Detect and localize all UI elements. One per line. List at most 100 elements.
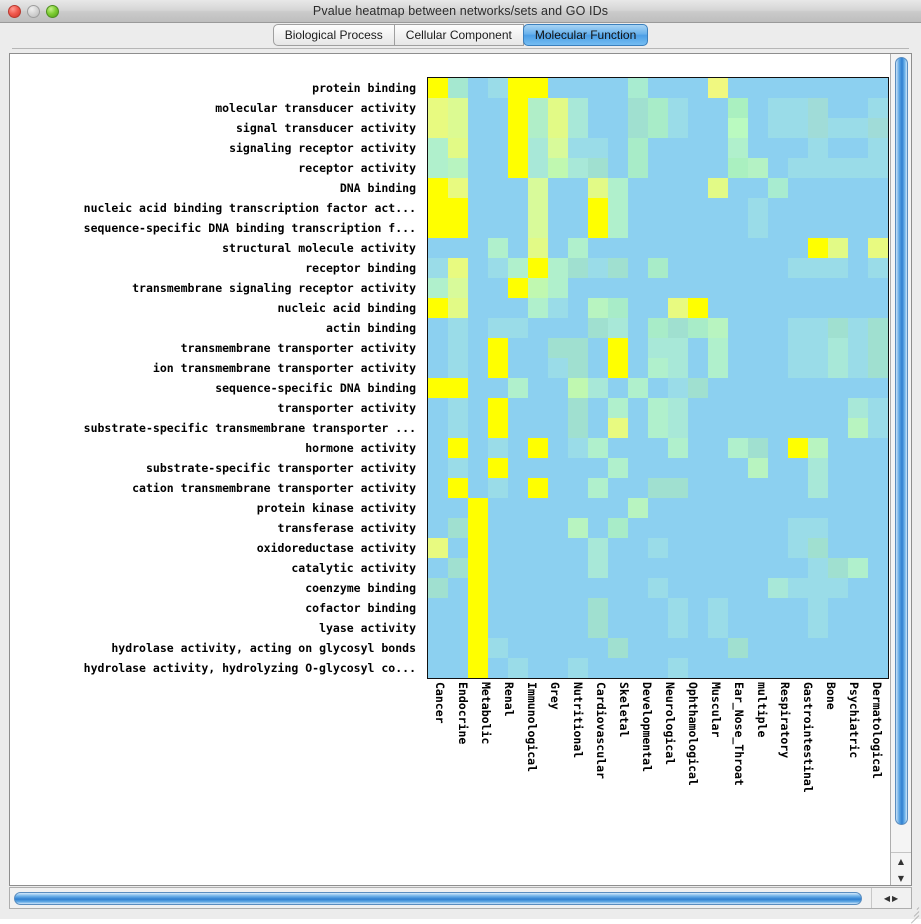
heatmap-cell[interactable] [668,318,688,338]
heatmap-cell[interactable] [708,658,728,678]
heatmap-cell[interactable] [468,98,488,118]
heatmap-cell[interactable] [828,178,848,198]
heatmap-cell[interactable] [448,338,468,358]
heatmap-cell[interactable] [628,378,648,398]
heatmap-cell[interactable] [548,78,568,98]
heatmap-cell[interactable] [688,658,708,678]
heatmap-cell[interactable] [448,238,468,258]
heatmap-cell[interactable] [868,538,888,558]
heatmap-cell[interactable] [688,218,708,238]
heatmap-cell[interactable] [448,638,468,658]
heatmap-cell[interactable] [708,238,728,258]
heatmap-cell[interactable] [828,618,848,638]
heatmap-cell[interactable] [568,638,588,658]
heatmap-cell[interactable] [608,218,628,238]
heatmap-cell[interactable] [428,578,448,598]
heatmap-cell[interactable] [448,318,468,338]
heatmap-cell[interactable] [688,498,708,518]
heatmap-cell[interactable] [428,158,448,178]
heatmap-cell[interactable] [768,358,788,378]
heatmap-cell[interactable] [448,378,468,398]
heatmap-cell[interactable] [808,258,828,278]
heatmap-cell[interactable] [748,298,768,318]
heatmap-cell[interactable] [748,138,768,158]
heatmap-cell[interactable] [468,478,488,498]
heatmap-cell[interactable] [448,358,468,378]
heatmap-cell[interactable] [448,618,468,638]
heatmap-cell[interactable] [608,118,628,138]
heatmap-cell[interactable] [848,338,868,358]
heatmap-cell[interactable] [748,158,768,178]
heatmap-cell[interactable] [608,598,628,618]
heatmap-cell[interactable] [728,258,748,278]
heatmap-cell[interactable] [848,118,868,138]
heatmap-cell[interactable] [688,418,708,438]
heatmap-cell[interactable] [448,518,468,538]
heatmap-cell[interactable] [508,598,528,618]
heatmap-cell[interactable] [488,478,508,498]
heatmap-cell[interactable] [688,638,708,658]
heatmap-cell[interactable] [508,538,528,558]
heatmap-cell[interactable] [588,98,608,118]
heatmap-cell[interactable] [648,338,668,358]
heatmap-cell[interactable] [528,218,548,238]
heatmap-cell[interactable] [568,418,588,438]
heatmap-cell[interactable] [668,458,688,478]
heatmap-cell[interactable] [548,578,568,598]
heatmap-cell[interactable] [828,298,848,318]
close-button[interactable] [8,5,21,18]
heatmap-cell[interactable] [548,458,568,478]
heatmap-cell[interactable] [428,218,448,238]
heatmap-cell[interactable] [548,158,568,178]
heatmap-cell[interactable] [628,118,648,138]
heatmap-cell[interactable] [728,478,748,498]
heatmap-cell[interactable] [428,658,448,678]
heatmap-cell[interactable] [768,218,788,238]
heatmap-cell[interactable] [668,118,688,138]
heatmap-cell[interactable] [748,258,768,278]
heatmap-cell[interactable] [568,78,588,98]
heatmap-cell[interactable] [728,498,748,518]
heatmap-cell[interactable] [708,138,728,158]
heatmap-cell[interactable] [688,558,708,578]
heatmap-cell[interactable] [448,78,468,98]
heatmap-cell[interactable] [528,198,548,218]
heatmap-cell[interactable] [668,398,688,418]
heatmap-cell[interactable] [668,298,688,318]
heatmap-cell[interactable] [608,458,628,478]
heatmap-cell[interactable] [728,218,748,238]
heatmap-cell[interactable] [428,418,448,438]
heatmap-cell[interactable] [868,78,888,98]
heatmap-cell[interactable] [788,358,808,378]
heatmap-cell[interactable] [848,78,868,98]
heatmap-cell[interactable] [588,238,608,258]
heatmap-cell[interactable] [548,258,568,278]
heatmap-cell[interactable] [528,558,548,578]
heatmap-cell[interactable] [528,538,548,558]
heatmap-cell[interactable] [808,658,828,678]
heatmap-cell[interactable] [668,478,688,498]
heatmap-cell[interactable] [868,518,888,538]
heatmap-cell[interactable] [788,138,808,158]
heatmap-cell[interactable] [488,518,508,538]
heatmap-cell[interactable] [748,558,768,578]
heatmap-cell[interactable] [668,638,688,658]
heatmap-cell[interactable] [768,138,788,158]
heatmap-cell[interactable] [768,238,788,258]
heatmap-cell[interactable] [728,398,748,418]
heatmap-cell[interactable] [448,538,468,558]
heatmap-cell[interactable] [788,398,808,418]
heatmap-cell[interactable] [588,598,608,618]
heatmap-cell[interactable] [848,258,868,278]
heatmap-cell[interactable] [588,378,608,398]
heatmap-cell[interactable] [588,198,608,218]
heatmap-cell[interactable] [588,298,608,318]
heatmap-cell[interactable] [668,258,688,278]
heatmap-cell[interactable] [628,238,648,258]
heatmap-cell[interactable] [508,338,528,358]
heatmap-cell[interactable] [468,638,488,658]
heatmap-cell[interactable] [488,358,508,378]
heatmap-cell[interactable] [688,138,708,158]
heatmap-cell[interactable] [488,198,508,218]
heatmap-cell[interactable] [748,618,768,638]
